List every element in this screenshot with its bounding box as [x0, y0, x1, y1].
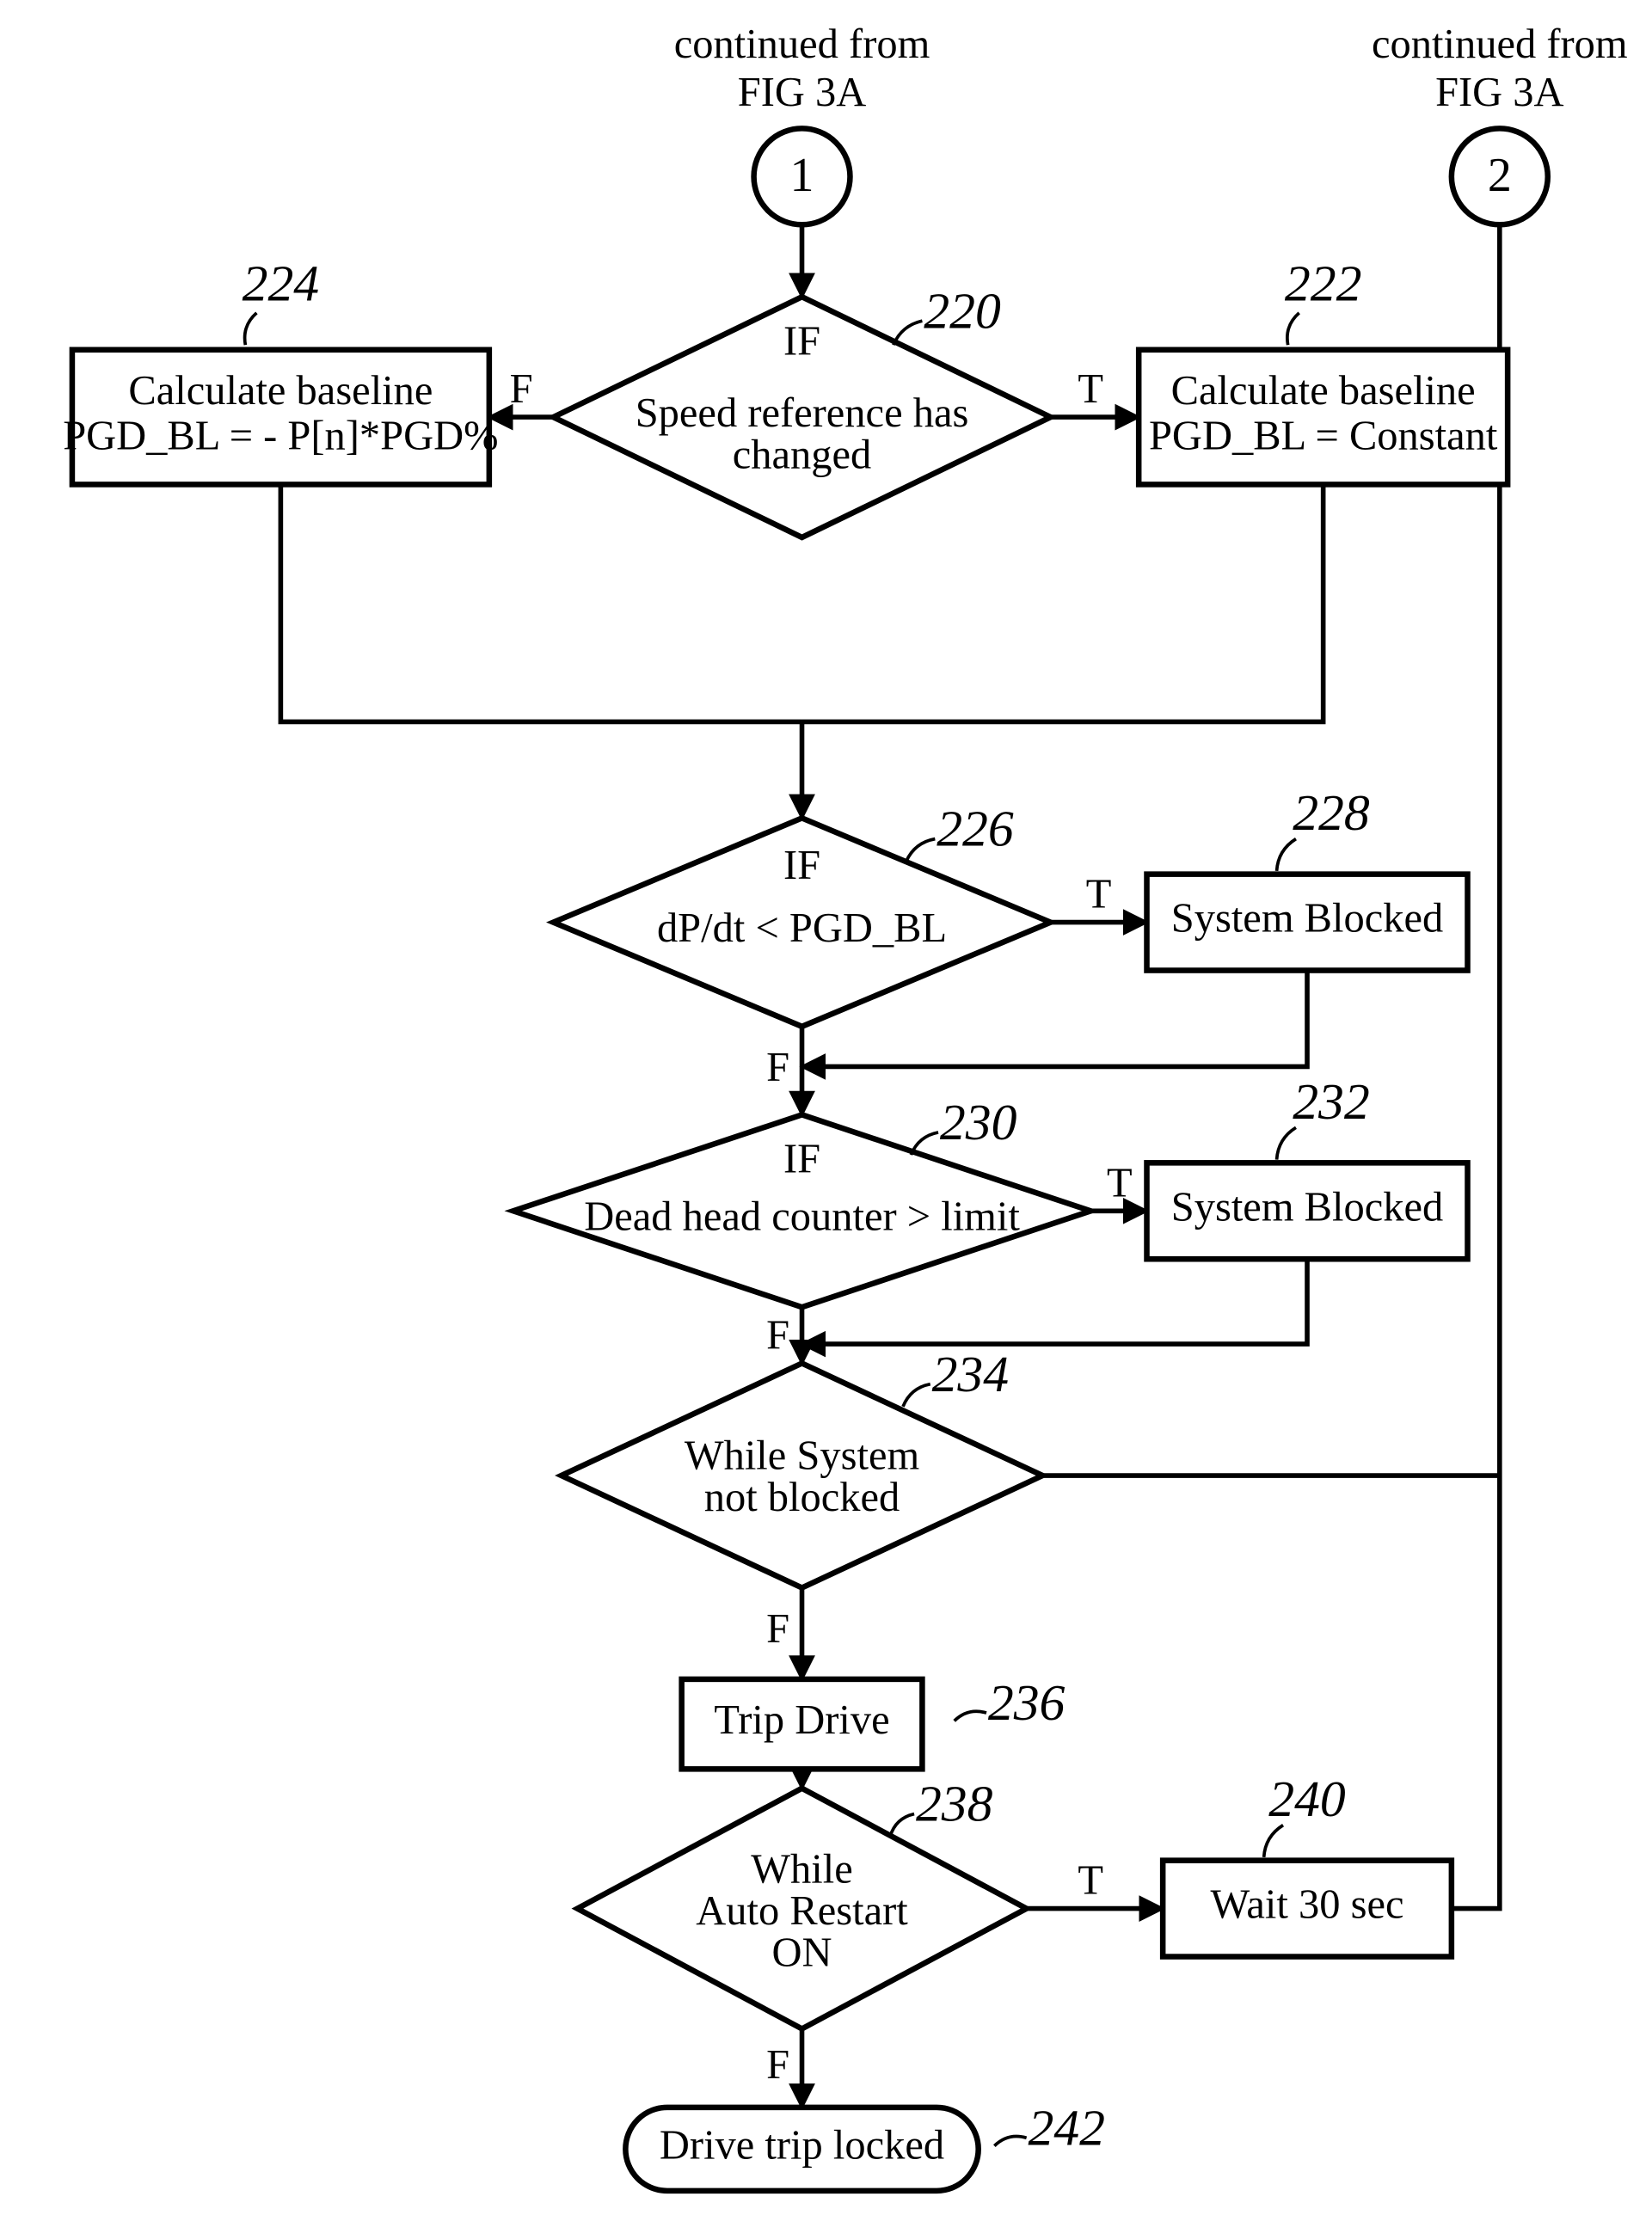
ref-leader [1287, 313, 1299, 345]
ref-number: 222 [1285, 255, 1362, 312]
ref-number: 238 [916, 1776, 993, 1832]
header-text: FIG 3A [738, 70, 867, 115]
node-text: IF [783, 843, 820, 888]
ref-leader [245, 313, 257, 345]
node-text: While [751, 1847, 852, 1893]
flow-edge [280, 484, 801, 721]
node-text: System Blocked [1171, 896, 1443, 942]
node-text: Calculate baseline [1171, 368, 1476, 414]
header-text: continued from [1372, 21, 1628, 67]
node-text: PGD_BL = Constant [1149, 413, 1498, 458]
edge-label: T [1078, 366, 1103, 412]
node-text: Wait 30 sec [1211, 1882, 1404, 1928]
node-text: PGD_BL = - P[n]*PGD% [63, 413, 498, 458]
edge-label: T [1078, 1858, 1103, 1904]
ref-number: 232 [1293, 1073, 1370, 1130]
node-text: Speed reference has [636, 390, 969, 436]
edge-label: F [766, 1606, 789, 1652]
node-text: dP/dt < PGD_BL [657, 905, 947, 951]
edge-label: T [1086, 872, 1112, 917]
ref-leader [903, 1384, 930, 1407]
node-text: Calculate baseline [128, 368, 433, 414]
connector-label: 1 [790, 149, 814, 202]
edge-label: T [1107, 1160, 1133, 1206]
ref-number: 228 [1293, 784, 1370, 841]
edge-label: F [766, 2042, 789, 2088]
ref-number: 220 [924, 282, 1001, 339]
ref-leader [1264, 1825, 1283, 1857]
node-text: Dead head counter > limit [584, 1194, 1020, 1240]
ref-number: 224 [243, 255, 320, 312]
edge-label: F [766, 1045, 789, 1090]
node-text: Trip Drive [714, 1697, 889, 1743]
ref-leader [906, 839, 936, 862]
edge-label: F [510, 366, 533, 412]
header-text: continued from [674, 21, 930, 67]
node-text: IF [783, 318, 820, 364]
node-text: System Blocked [1171, 1184, 1443, 1230]
ref-number: 240 [1268, 1770, 1346, 1827]
node-text: Drive trip locked [660, 2122, 944, 2168]
node-text: Auto Restart [696, 1888, 908, 1934]
node-text: While System [685, 1433, 919, 1479]
node-text: changed [733, 433, 872, 478]
ref-leader [994, 2137, 1026, 2146]
node-text: not blocked [704, 1475, 900, 1520]
flow-edge [802, 484, 1323, 721]
ref-leader [890, 1814, 914, 1837]
node-text: ON [772, 1930, 832, 1976]
ref-number: 230 [940, 1094, 1017, 1150]
header-text: FIG 3A [1435, 70, 1564, 115]
edge-label: F [766, 1313, 789, 1359]
ref-leader [1277, 1127, 1296, 1159]
ref-leader [955, 1711, 986, 1721]
ref-number: 234 [932, 1346, 1010, 1402]
ref-number: 236 [988, 1674, 1066, 1731]
ref-number: 242 [1028, 2099, 1105, 2156]
node-text: IF [783, 1136, 820, 1181]
ref-number: 226 [937, 801, 1014, 857]
ref-leader [1277, 839, 1296, 871]
connector-label: 2 [1488, 149, 1512, 202]
